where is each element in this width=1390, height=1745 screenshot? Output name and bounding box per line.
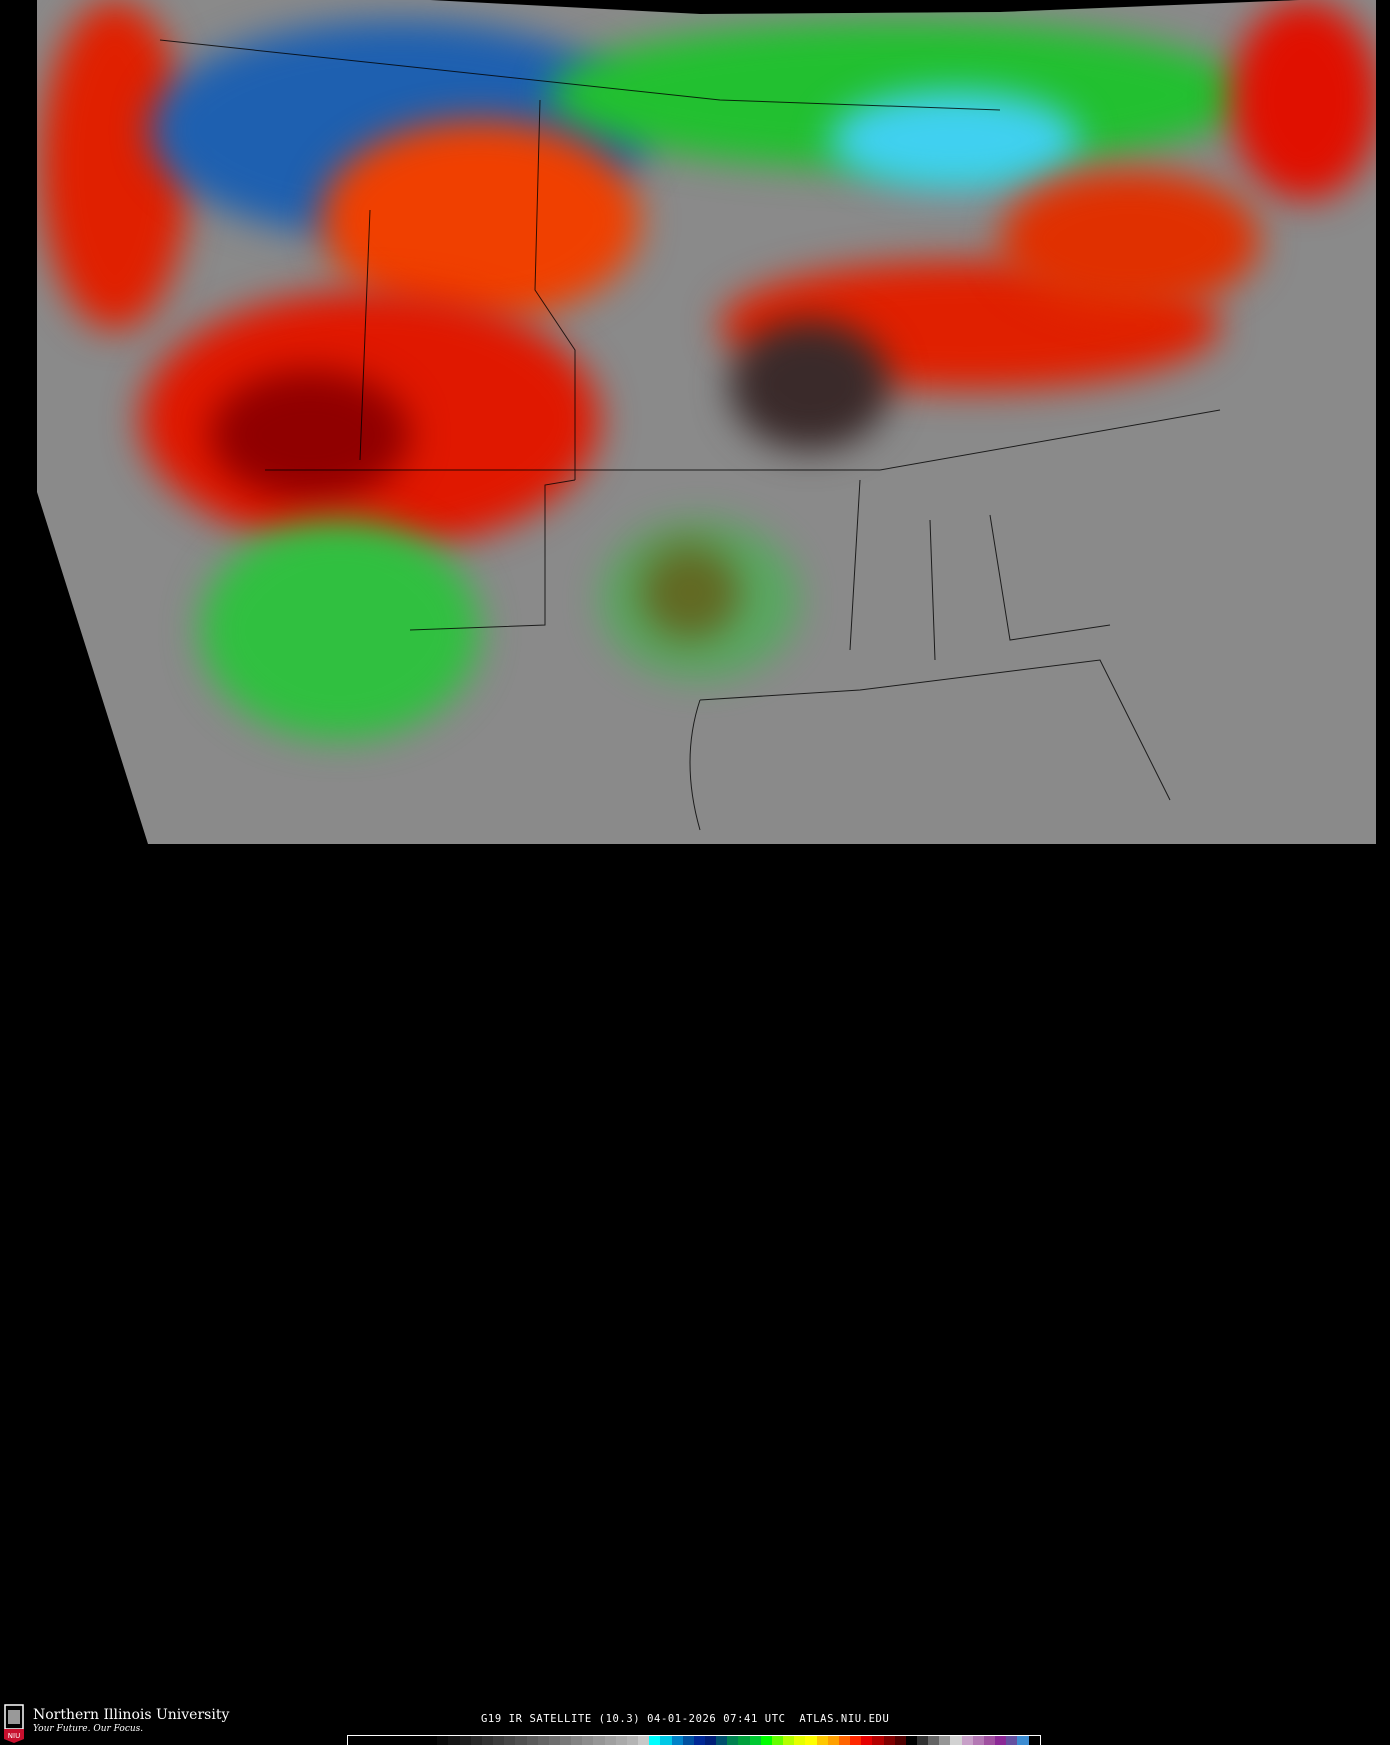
colorbar-swatch [805,1736,817,1745]
colorbar-swatch [459,1736,471,1745]
colorbar-swatch [660,1736,672,1745]
colorbar-swatch [381,1736,393,1745]
colorbar-swatch [649,1736,661,1745]
colorbar-swatch [548,1736,560,1745]
colorbar-swatch [571,1736,583,1745]
colorbar-swatch [983,1736,996,1745]
colorbar-swatch [582,1736,594,1745]
colorbar-swatch [1006,1736,1018,1745]
colorbar-swatch [916,1736,929,1745]
colorbar-swatch [783,1736,795,1745]
cloud-core-utah [210,370,410,500]
colorbar-swatch [928,1736,940,1745]
cloud-great-lakes [830,90,1080,190]
colorbar-swatch [693,1736,705,1745]
cloud-northeast [1000,170,1260,310]
colorbar-swatch [1028,1736,1040,1745]
colorbar-swatch [705,1736,717,1745]
colorbar-swatch [727,1736,739,1745]
colorbar-swatch [827,1736,839,1745]
cloud-wyoming [320,120,640,320]
colorbar-swatch [771,1736,784,1745]
satellite-ir-map [37,0,1376,844]
colorbar-swatch [939,1736,951,1745]
colorbar-swatch [950,1736,962,1745]
colorbar-swatch [905,1736,917,1745]
footer-bar: NIU Northern Illinois University Your Fu… [0,845,1390,1745]
image-caption: G19 IR SATELLITE (10.3) 04-01-2026 07:41… [481,1713,890,1725]
storm-core-missouri [730,320,890,450]
colorbar-swatch [671,1736,683,1745]
colorbar-swatch [392,1736,404,1745]
colorbar-swatch [403,1736,415,1745]
colorbar-swatch [872,1736,884,1745]
colorbar-swatch [716,1736,728,1745]
colorbar-swatch [526,1736,538,1745]
colorbar-swatch [448,1736,460,1745]
colorbar-swatch [972,1736,984,1745]
cloud-mexico [200,520,480,740]
colorbar-swatch [1017,1736,1029,1745]
colorbar-swatch [615,1736,627,1745]
colorbar-swatch [638,1736,650,1745]
colorbar-swatch [995,1736,1007,1745]
colorbar-swatch [626,1736,639,1745]
colorbar-swatch [961,1736,973,1745]
colorbar-swatch [437,1736,449,1745]
state-borders [159,39,1221,831]
colorbar-swatch [760,1736,772,1745]
colorbar-swatch [370,1736,382,1745]
colorbar-swatch [604,1736,616,1745]
colorbar-swatch [504,1736,516,1745]
colorbar-swatch [559,1736,572,1745]
colorbar-swatch [682,1736,694,1745]
colorbar-swatch [838,1736,851,1745]
colorbar-swatch [749,1736,761,1745]
colorbar-swatch [493,1736,505,1745]
cloud-texas-ring [600,520,800,680]
colorbar-swatch [816,1736,828,1745]
colorbar-swatch [850,1736,862,1745]
university-name: Northern Illinois University [33,1707,230,1723]
cloud-new-england [1230,0,1376,200]
colorbar-swatch [883,1736,895,1745]
colorbar-swatch [359,1736,371,1745]
colorbar-swatch [414,1736,427,1745]
temperature-colorbar [347,1735,1041,1745]
colorbar-swatch [481,1736,494,1745]
colorbar-swatch [537,1736,549,1745]
colorbar-swatch [861,1736,873,1745]
university-tagline: Your Future. Our Focus. [33,1724,144,1734]
colorbar-swatch [348,1736,360,1745]
colorbar-swatch [894,1736,906,1745]
colorbar-swatch [593,1736,605,1745]
niu-logo: NIU [4,1704,24,1743]
colorbar-swatch [426,1736,438,1745]
colorbar-swatch [515,1736,527,1745]
colorbar-swatch [794,1736,806,1745]
svg-text:NIU: NIU [8,1732,20,1740]
colorbar-swatch [470,1736,482,1745]
colorbar-swatch [738,1736,750,1745]
